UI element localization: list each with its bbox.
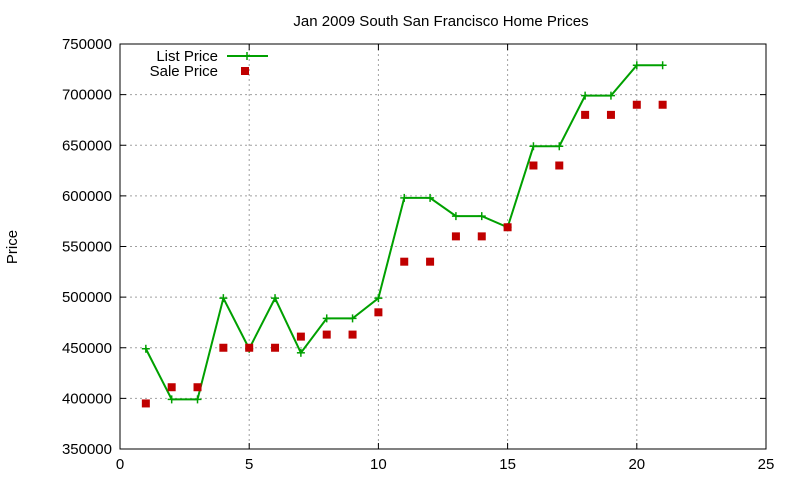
y-tick-label: 600000: [62, 188, 112, 205]
x-tick-label: 20: [628, 456, 645, 473]
y-tick-label: 500000: [62, 289, 112, 306]
sale-price-point: [374, 308, 383, 317]
grid-lines: [120, 44, 766, 449]
sale-price-point: [477, 232, 486, 241]
sale-price-point: [296, 332, 305, 341]
list-price-point: [529, 142, 538, 151]
sale-price-point: [271, 343, 280, 352]
series-list-price: [141, 61, 667, 404]
sale-price-point: [632, 100, 641, 109]
legend-plus-marker: [243, 52, 251, 60]
sale-price-point: [658, 100, 667, 109]
x-tick-label: 0: [116, 456, 124, 473]
list-price-point: [555, 142, 564, 151]
chart-title: Jan 2009 South San Francisco Home Prices: [293, 13, 588, 30]
sale-price-point: [606, 110, 615, 119]
list-price-point: [348, 314, 357, 323]
legend-square-swatch: [241, 67, 249, 75]
list-price-point: [322, 314, 331, 323]
list-price-point: [141, 344, 150, 353]
data-series: [141, 61, 667, 408]
list-price-point: [271, 294, 280, 303]
sale-price-point: [348, 330, 357, 339]
list-price-point: [219, 294, 228, 303]
list-price-point: [193, 395, 202, 404]
sale-price-point: [400, 257, 409, 266]
list-price-point: [477, 212, 486, 221]
axis-ticks: 0 5 10 15 20 25 350000 400000 450000 500000 550000…: [62, 36, 774, 473]
sale-price-point: [503, 223, 512, 232]
list-price-point: [581, 91, 590, 100]
list-price-point: [400, 193, 409, 202]
sale-price-point: [529, 161, 538, 170]
list-price-point: [296, 348, 305, 357]
y-tick-label: 350000: [62, 441, 112, 458]
list-price-point: [658, 61, 667, 70]
plot-frame: [119, 43, 767, 450]
legend-label: Sale Price: [150, 63, 218, 80]
y-tick-label: 750000: [62, 36, 112, 53]
y-tick-label: 450000: [62, 340, 112, 357]
y-tick-label: 550000: [62, 239, 112, 256]
sale-price-point: [167, 383, 176, 392]
list-price-point: [167, 395, 176, 404]
sale-price-point: [245, 343, 254, 352]
sale-price-point: [555, 161, 564, 170]
x-tick-label: 5: [245, 456, 253, 473]
list-price-point: [606, 91, 615, 100]
x-tick-label: 10: [370, 456, 387, 473]
list-price-point: [374, 294, 383, 303]
list-price-point: [426, 193, 435, 202]
x-tick-label: 25: [758, 456, 775, 473]
list-price-point: [632, 61, 641, 70]
x-tick-label: 15: [499, 456, 516, 473]
sale-price-point: [451, 232, 460, 241]
y-axis-label: Price: [4, 230, 21, 264]
y-tick-label: 650000: [62, 137, 112, 154]
y-tick-label: 700000: [62, 87, 112, 104]
legend-label: List Price: [156, 48, 218, 65]
sale-price-point: [426, 257, 435, 266]
sale-price-point: [219, 343, 228, 352]
sale-price-point: [193, 383, 202, 392]
series-sale-price: [141, 100, 667, 408]
list-price-point: [451, 212, 460, 221]
sale-price-point: [322, 330, 331, 339]
y-tick-label: 400000: [62, 390, 112, 407]
sale-price-point: [141, 399, 150, 408]
sale-price-point: [581, 110, 590, 119]
